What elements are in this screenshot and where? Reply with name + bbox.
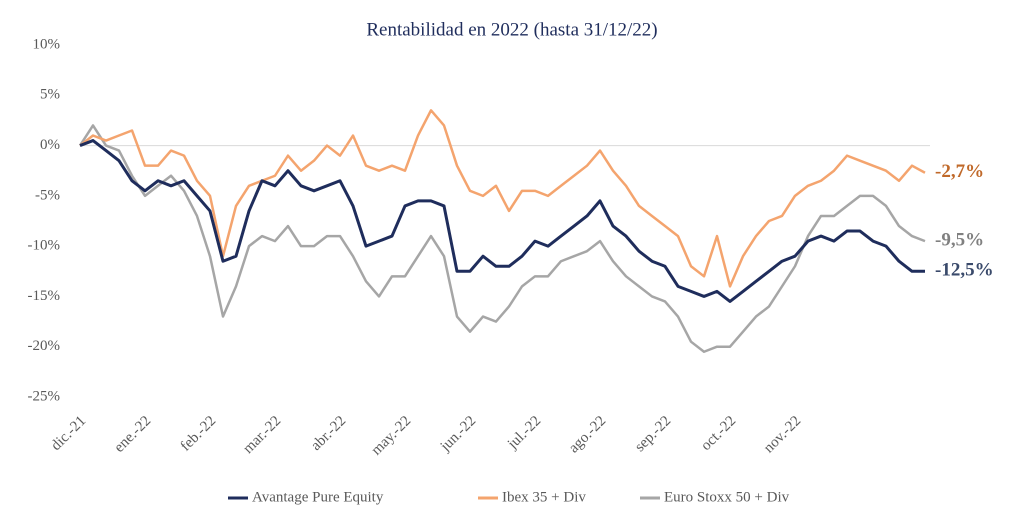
legend-label: Avantage Pure Equity (252, 489, 384, 505)
x-tick-label: nov.-22 (761, 413, 804, 456)
x-tick-label: ene.-22 (111, 413, 154, 456)
legend-label: Euro Stoxx 50 + Div (664, 489, 790, 505)
end-label: -2,7% (935, 161, 984, 182)
series-line (79, 139, 925, 303)
series-line (78, 124, 926, 353)
y-tick-label: -10% (28, 238, 61, 254)
end-label: -12,5% (935, 260, 994, 281)
y-tick-label: 5% (40, 87, 60, 103)
series-line (79, 109, 926, 288)
x-tick-label: oct.-22 (698, 413, 739, 454)
y-tick-label: 10% (33, 36, 61, 52)
x-tick-label: sep.-22 (632, 413, 674, 455)
y-tick-label: -25% (28, 388, 61, 404)
x-tick-label: jul.-22 (504, 413, 544, 453)
y-tick-label: -15% (28, 288, 61, 304)
x-tick-label: feb.-22 (178, 413, 220, 455)
x-tick-label: dic.-21 (48, 413, 89, 454)
legend-label: Ibex 35 + Div (502, 489, 586, 505)
y-tick-label: 0% (40, 137, 60, 153)
y-tick-label: -5% (35, 187, 60, 203)
y-tick-label: -20% (28, 338, 61, 354)
x-tick-label: ago.-22 (566, 413, 609, 456)
end-label: -9,5% (935, 229, 984, 250)
x-tick-label: jun.-22 (437, 413, 479, 455)
chart-title: Rentabilidad en 2022 (hasta 31/12/22) (366, 19, 657, 40)
x-tick-label: abr.-22 (308, 413, 349, 454)
x-tick-label: may.-22 (369, 413, 415, 459)
x-tick-label: mar.-22 (240, 413, 284, 457)
